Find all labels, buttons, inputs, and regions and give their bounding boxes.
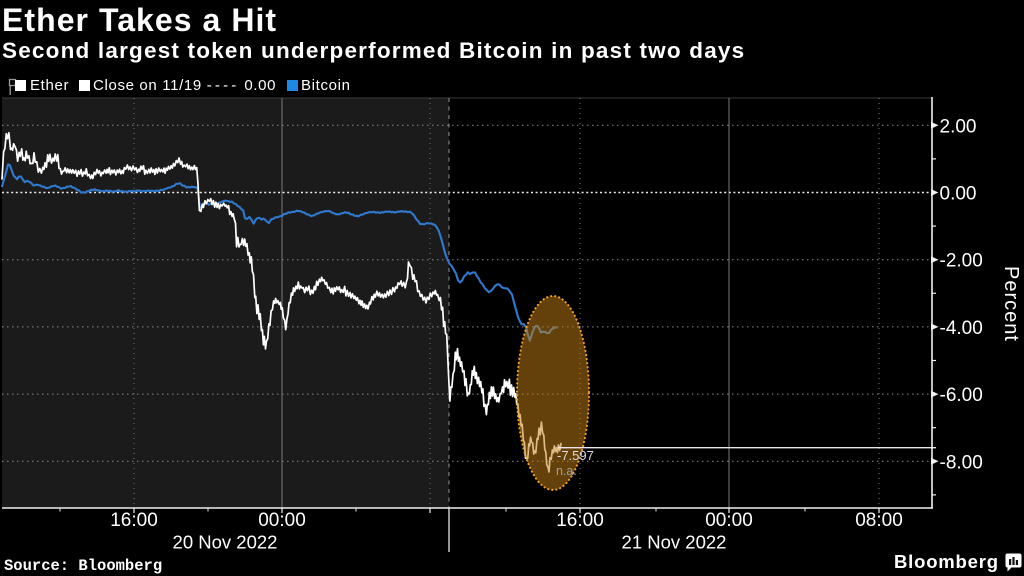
svg-text:-6.00: -6.00 [940, 385, 983, 406]
svg-text:n.a.: n.a. [556, 464, 577, 478]
svg-text:-7.597: -7.597 [557, 448, 594, 463]
svg-text:08:00: 08:00 [855, 510, 903, 531]
svg-text:-2.00: -2.00 [940, 251, 983, 272]
svg-text:00:00: 00:00 [705, 510, 753, 531]
svg-text:16:00: 16:00 [110, 510, 158, 531]
svg-text:-4.00: -4.00 [940, 318, 983, 339]
svg-text:16:00: 16:00 [556, 510, 604, 531]
svg-text:Percent: Percent [1000, 266, 1022, 342]
svg-text:00:00: 00:00 [258, 510, 306, 531]
svg-text:21 Nov 2022: 21 Nov 2022 [622, 532, 727, 553]
svg-text:2.00: 2.00 [940, 116, 977, 137]
svg-text:20 Nov 2022: 20 Nov 2022 [173, 532, 278, 553]
svg-text:0.00: 0.00 [940, 184, 977, 205]
svg-text:-8.00: -8.00 [940, 452, 983, 473]
